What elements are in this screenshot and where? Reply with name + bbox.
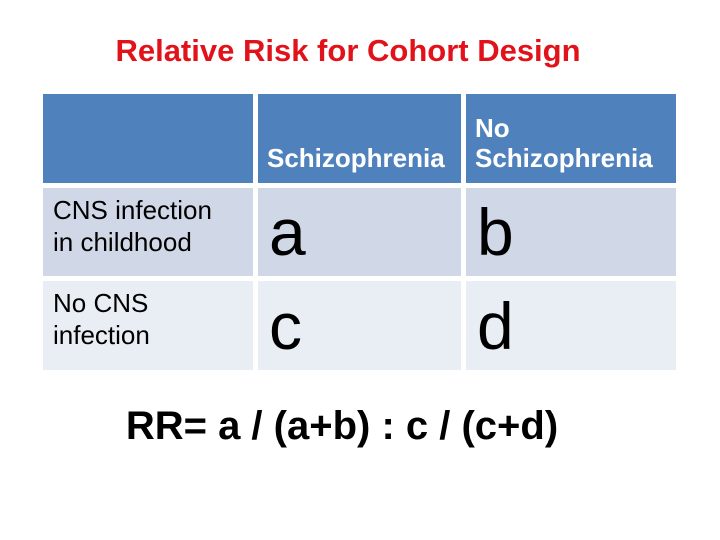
table-header-no-schizophrenia: No Schizophrenia — [466, 94, 676, 183]
cohort-risk-table: Schizophrenia No Schizophrenia CNS infec… — [43, 94, 676, 370]
table-cell-c: c — [258, 281, 461, 370]
table-header-empty-cell — [43, 94, 253, 183]
table-cell-b: b — [466, 188, 676, 276]
row-label-no-cns-infection: No CNS infection — [43, 281, 253, 370]
table-cell-d: d — [466, 281, 676, 370]
relative-risk-formula: RR= a / (a+b) : c / (c+d) — [125, 404, 559, 448]
table-header-schizophrenia: Schizophrenia — [258, 94, 461, 183]
table-cell-a: a — [258, 188, 461, 276]
slide-title: Relative Risk for Cohort Design — [115, 33, 581, 68]
row-label-cns-infection-childhood: CNS infection in childhood — [43, 188, 253, 276]
